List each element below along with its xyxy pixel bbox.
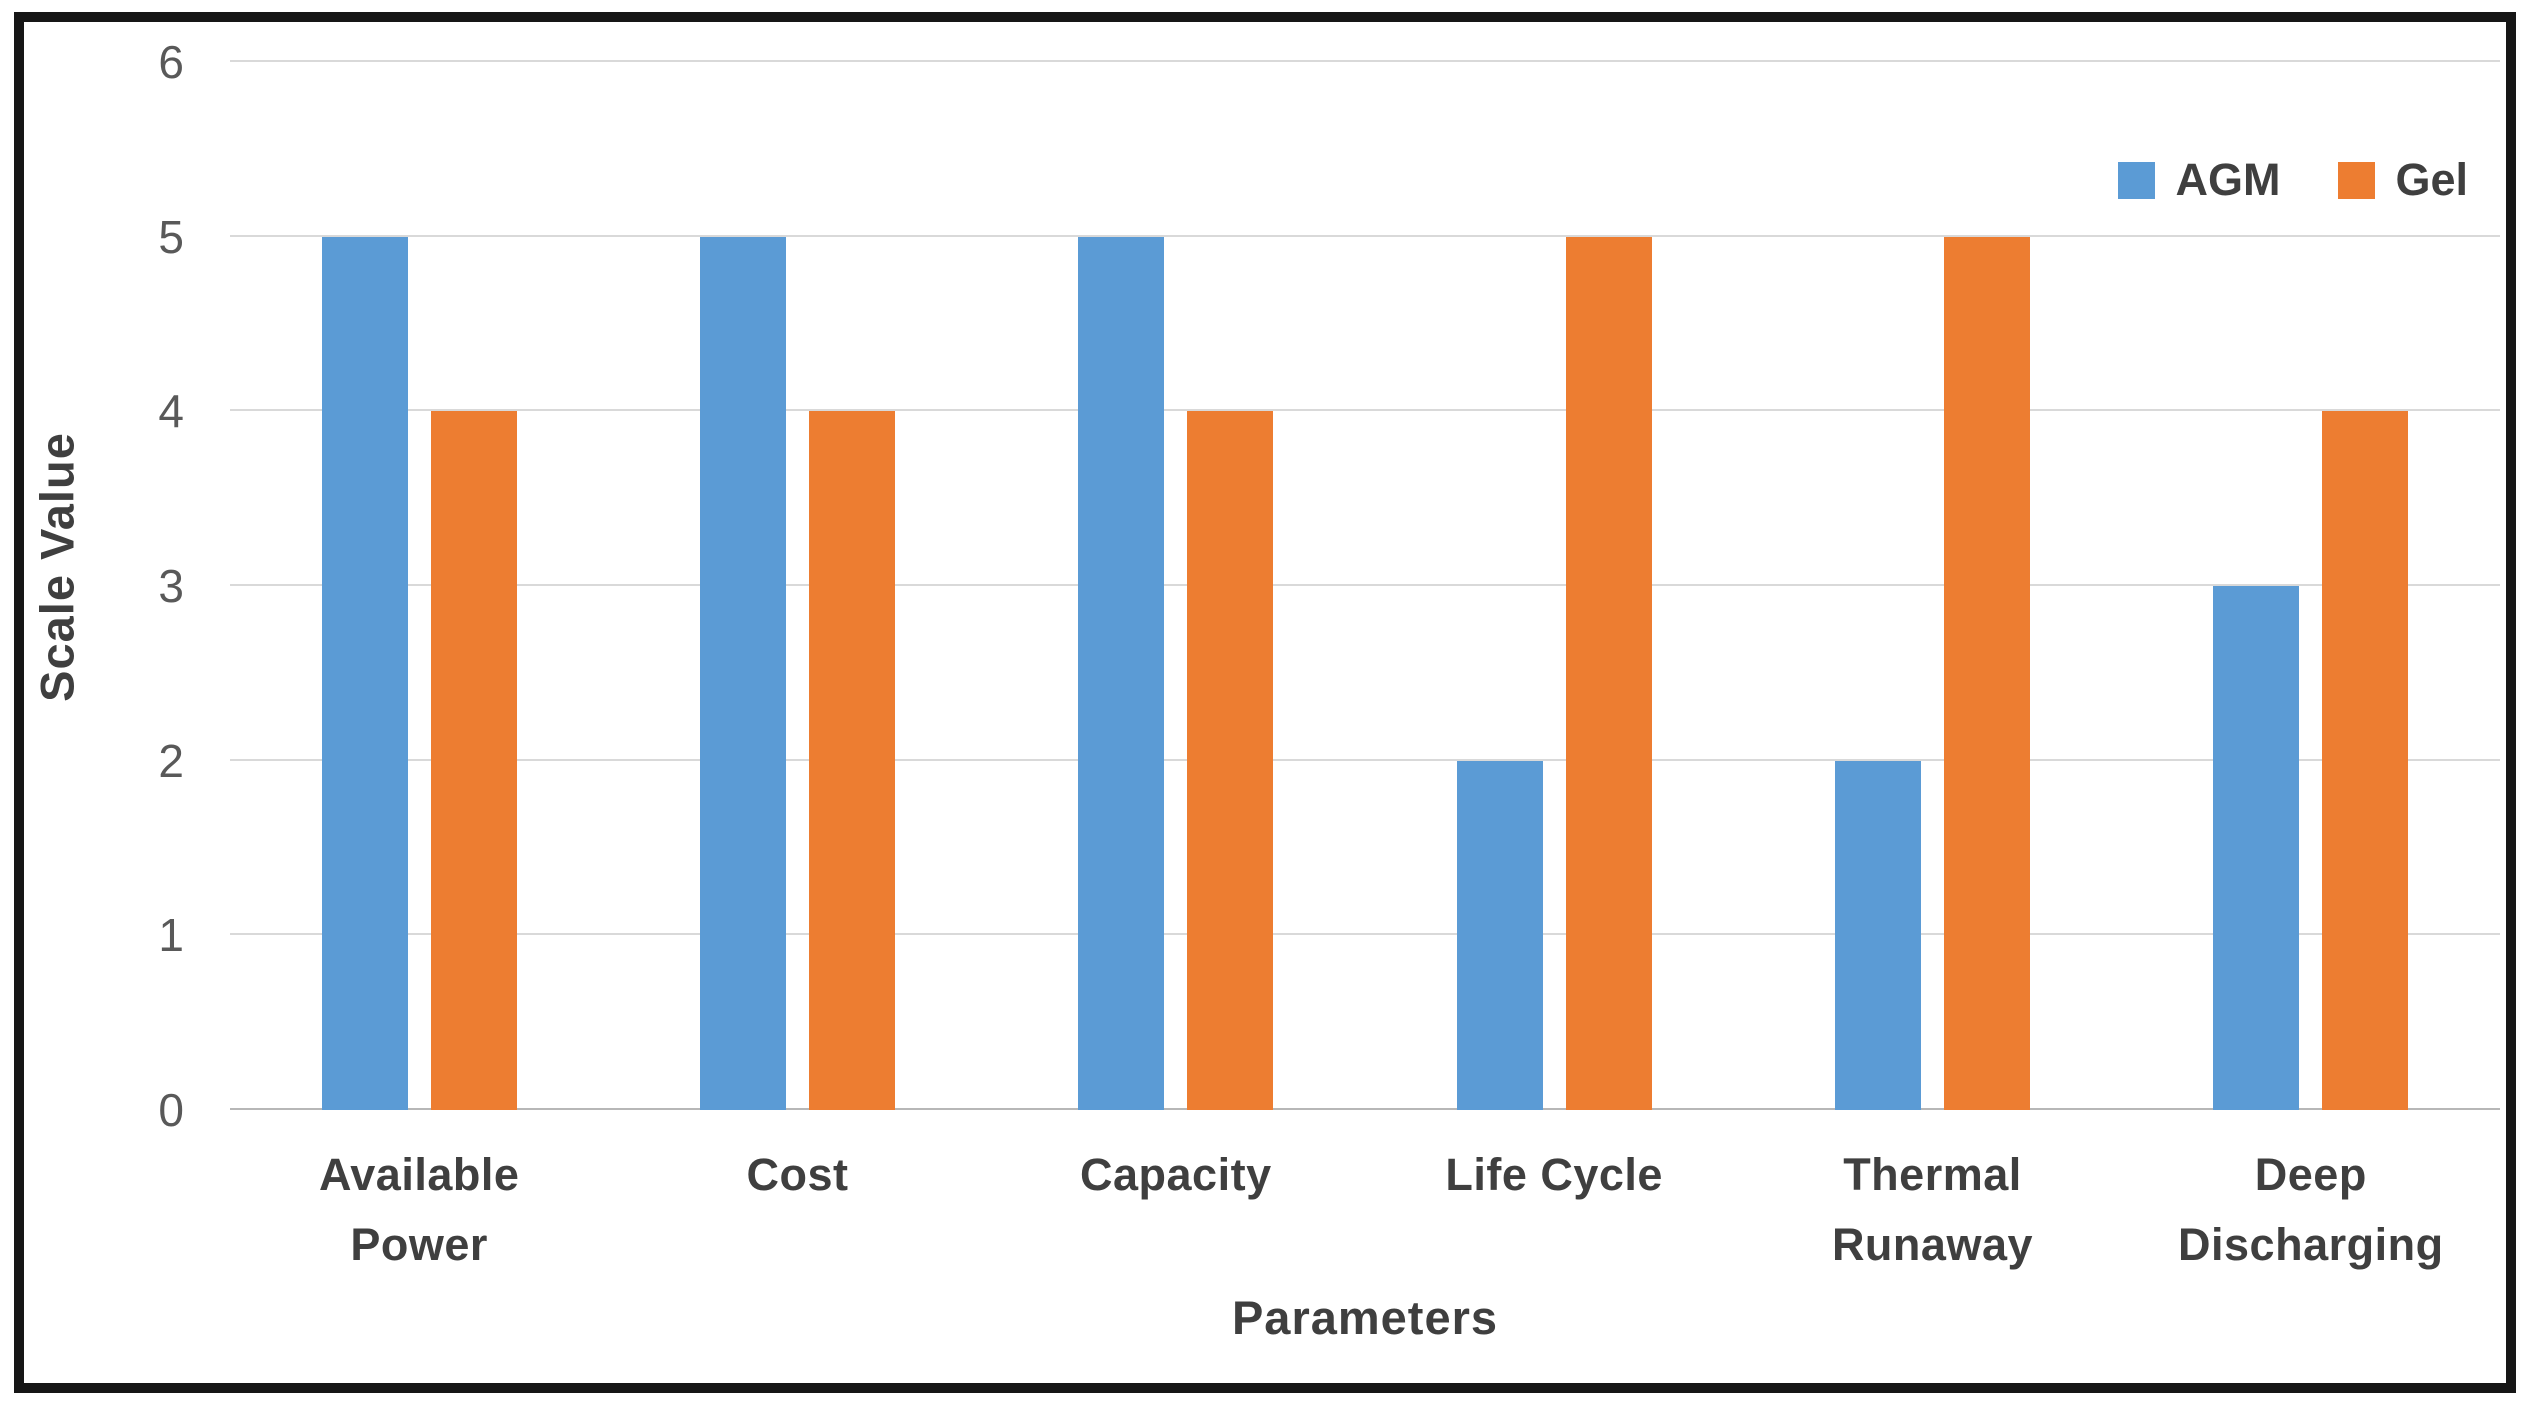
bar-gel-0 (430, 411, 517, 1110)
category-label-4: Thermal Runaway (1831, 1149, 2033, 1270)
legend-label-gel: Gel (2395, 154, 2468, 205)
plot-area: AGM Gel (230, 60, 2500, 1110)
bar-gel-1 (808, 411, 895, 1110)
bar-gel-3 (1565, 236, 1652, 1110)
y-tick-label-3: 3 (158, 560, 184, 612)
legend: AGM Gel (2118, 154, 2468, 206)
category-label-1: Cost (746, 1149, 849, 1200)
legend-item-agm: AGM (2118, 154, 2280, 206)
x-axis-line (230, 1108, 2500, 1110)
x-axis-category-labels: Available Power Cost Capacity Life Cycle The… (230, 1140, 2500, 1280)
bar-group-2 (987, 62, 1365, 1110)
legend-label-agm: AGM (2175, 154, 2281, 205)
bar-agm-3 (1456, 760, 1543, 1110)
legend-swatch-gel (2338, 161, 2376, 199)
x-axis-title: Parameters (1231, 1291, 1499, 1344)
bar-group-0 (230, 62, 608, 1110)
legend-item-gel: Gel (2338, 154, 2468, 206)
bar-agm-1 (699, 236, 786, 1110)
bar-gel-4 (1943, 236, 2030, 1110)
y-tick-label-6: 6 (158, 36, 184, 88)
y-tick-label-4: 4 (158, 385, 184, 438)
y-axis-tick-labels: 0 1 2 3 4 5 6 (24, 36, 184, 1136)
category-label-2: Capacity (1080, 1149, 1272, 1200)
y-tick-label-5: 5 (158, 210, 184, 263)
category-label-5: Deep Discharging (2178, 1149, 2444, 1270)
y-tick-label-0: 0 (158, 1084, 184, 1136)
gridline-y5 (230, 234, 2500, 237)
bar-gel-2 (1187, 411, 1274, 1110)
bar-agm-5 (2213, 586, 2300, 1110)
bar-gel-5 (2322, 411, 2409, 1110)
bar-group-3 (1365, 62, 1743, 1110)
bar-group-1 (608, 62, 986, 1110)
bar-agm-4 (1834, 760, 1921, 1110)
gridline-y3 (230, 584, 2500, 586)
gridline-y1 (230, 933, 2500, 936)
bar-group-5 (2122, 62, 2500, 1110)
category-label-0: Available Power (318, 1149, 520, 1270)
bar-agm-2 (1078, 236, 1165, 1110)
y-tick-label-1: 1 (158, 909, 184, 962)
category-label-3: Life Cycle (1445, 1149, 1663, 1200)
y-tick-label-2: 2 (158, 734, 184, 787)
bars-container (230, 62, 2500, 1110)
bar-group-4 (1743, 62, 2121, 1110)
gridline-y4 (230, 409, 2500, 412)
bar-agm-0 (321, 236, 408, 1110)
gridline-y6 (230, 60, 2500, 62)
legend-swatch-agm (2118, 161, 2156, 199)
gridline-y2 (230, 758, 2500, 761)
